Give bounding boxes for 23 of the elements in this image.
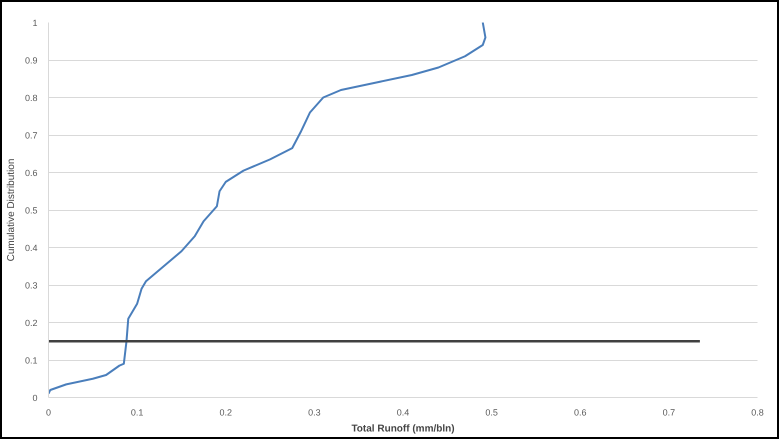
x-tick-label: 0.2: [219, 408, 232, 418]
x-axis-title: Total Runoff (mm/bln): [351, 424, 455, 434]
x-tick-label: 0.6: [574, 408, 587, 418]
x-tick-label: 0.7: [662, 408, 676, 418]
x-tick-label: 0.4: [396, 408, 410, 418]
y-tick-label: 0.3: [24, 280, 38, 290]
y-tick-label: 0.1: [24, 356, 38, 366]
y-tick-label: 0.7: [24, 130, 38, 140]
x-tick-label: 0.5: [485, 408, 498, 418]
y-tick-label: 0.5: [24, 206, 38, 216]
y-tick-label: 1: [32, 18, 38, 28]
line-series: [48, 22, 486, 395]
y-tick-label: 0.2: [24, 318, 38, 328]
x-tick-label: 0.8: [751, 408, 764, 418]
y-tick-label: 0.9: [24, 56, 38, 66]
y-axis-title: Cumulative Distribution: [6, 158, 17, 262]
y-tick-label: 0.4: [24, 243, 38, 253]
x-tick-label: 0.3: [308, 408, 321, 418]
y-tick-label: 0.6: [24, 168, 38, 178]
y-tick-label: 0: [32, 393, 38, 403]
x-tick-label: 0: [46, 408, 52, 418]
x-tick-label: 0.1: [130, 408, 144, 418]
y-tick-label: 0.8: [24, 93, 38, 103]
